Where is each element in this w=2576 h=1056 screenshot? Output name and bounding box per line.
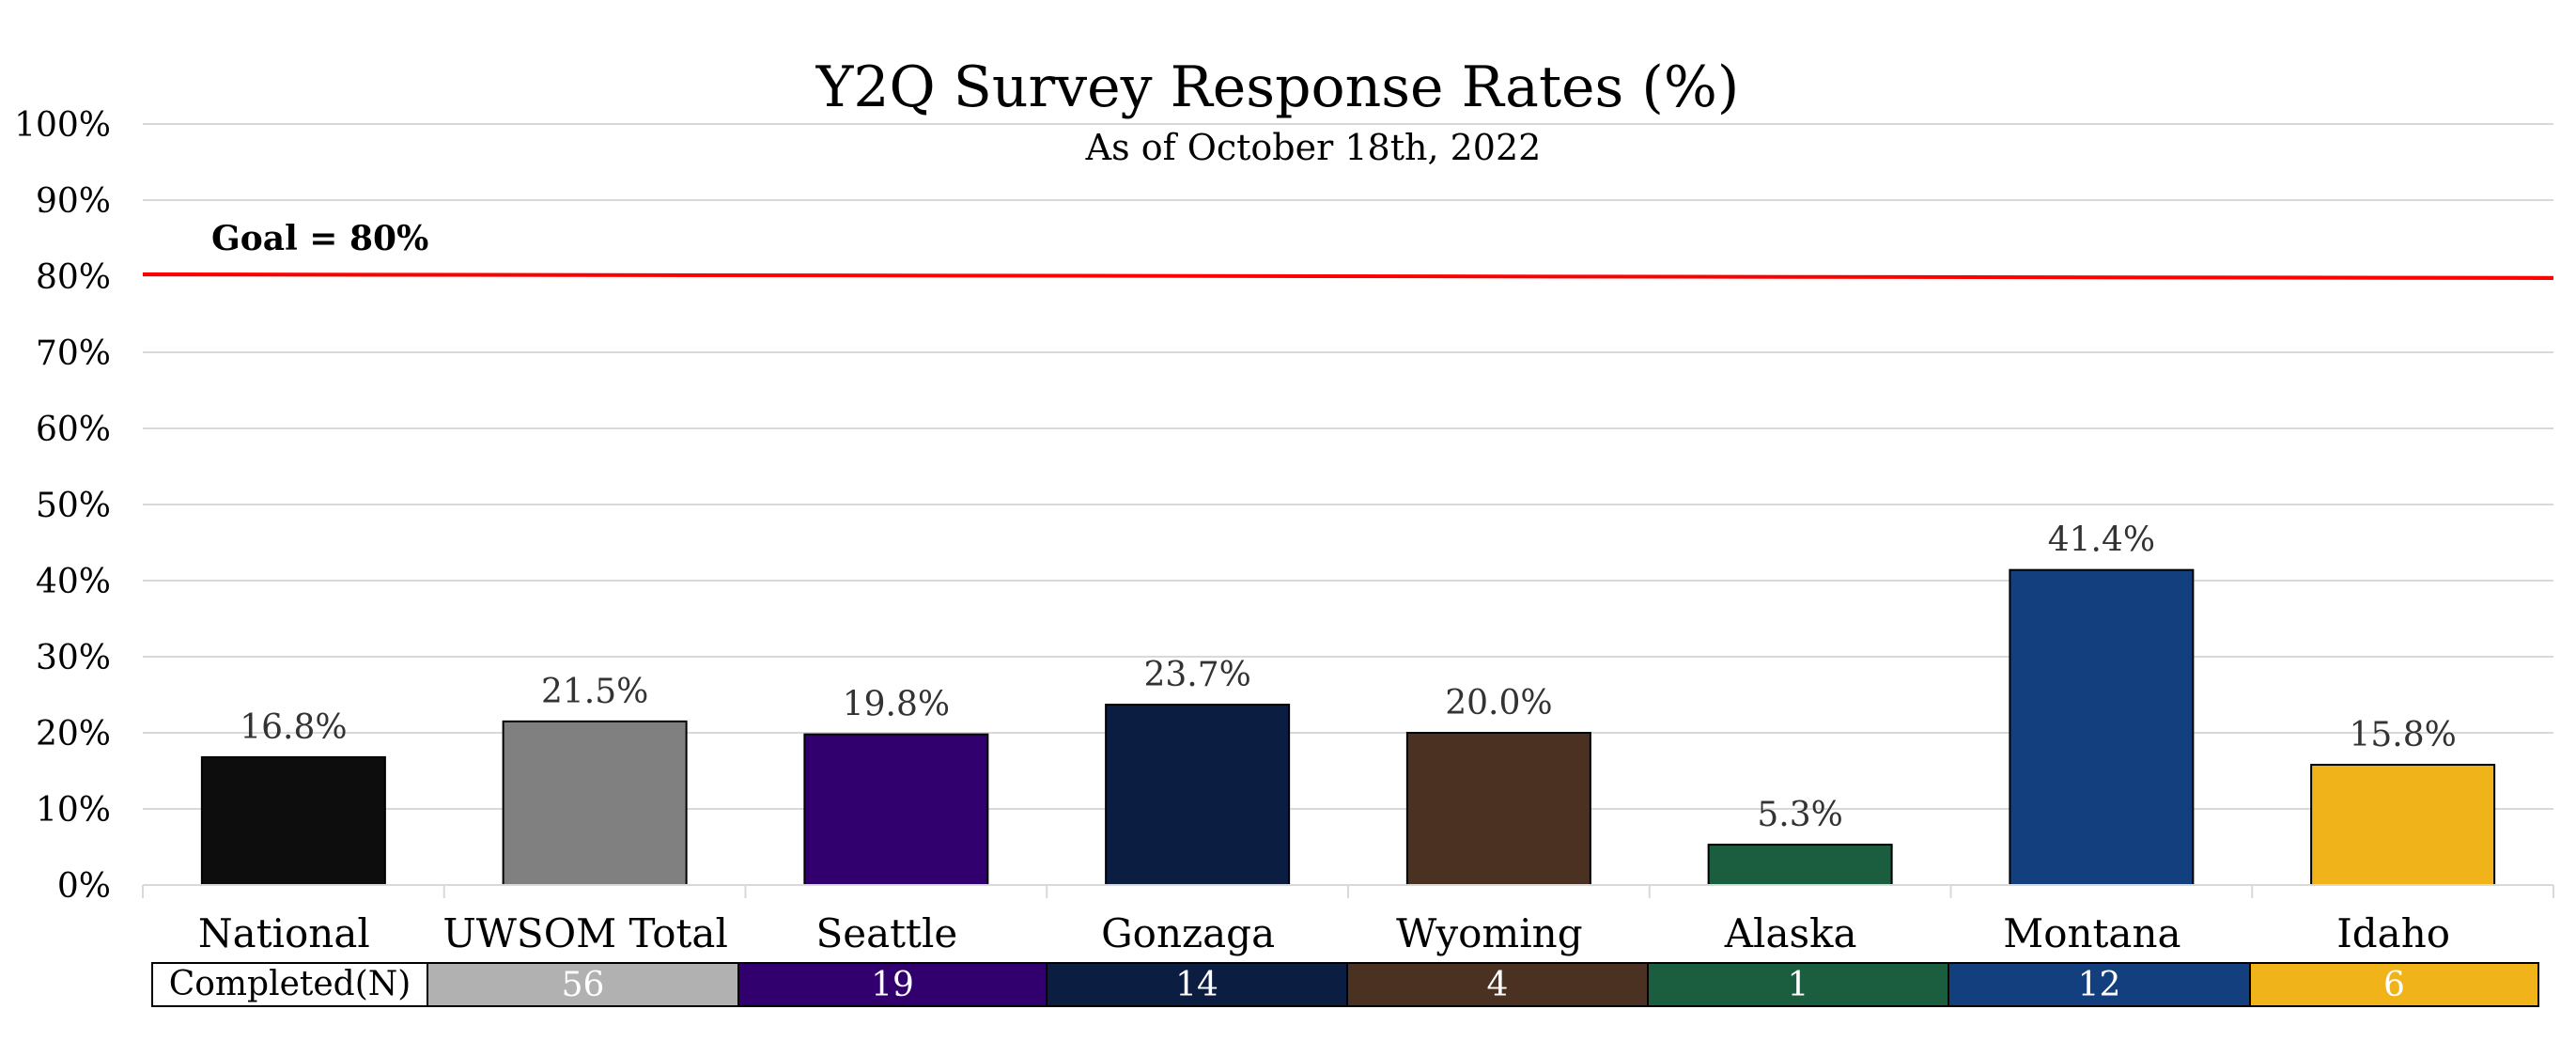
y-axis-tick-labels: 0% 10% 20% 30% 40% 50% 60% 70% 80% 90% 100%	[14, 106, 111, 906]
table-cell	[427, 962, 739, 1007]
bar-value-label: 15.8%	[2349, 716, 2456, 754]
bar	[2310, 764, 2496, 887]
y-tick-label: 70%	[36, 334, 111, 373]
y-tick-label: 10%	[36, 791, 111, 830]
completed-count: 14	[1175, 966, 1218, 1004]
bar	[502, 720, 688, 886]
bar-value-label: 20.0%	[1445, 684, 1552, 722]
bar-value-label: 21.5%	[541, 673, 648, 711]
category-label: Alaska	[1724, 910, 1857, 956]
bar-value-labels: 16.8% 21.5% 19.8% 23.7% 20.0% 5.3% 41.4% 15.8%	[240, 521, 2457, 834]
completed-count: 4	[1487, 966, 1509, 1004]
category-label: Idaho	[2336, 910, 2450, 956]
bar-value-label: 16.8%	[240, 708, 347, 747]
y-tick-label: 90%	[36, 182, 111, 221]
bar-value-label: 41.4%	[2048, 521, 2155, 560]
completed-table: Completed(N) 56 19 14 4 1 12 6	[151, 962, 2539, 1007]
bar	[200, 755, 386, 886]
bar-value-label: 5.3%	[1757, 796, 1842, 834]
y-tick-label: 0%	[57, 867, 111, 906]
category-label: Montana	[2003, 910, 2180, 956]
category-label: Gonzaga	[1101, 910, 1275, 956]
category-label: National	[198, 910, 370, 956]
chart-title: Y2Q Survey Response Rates (%)	[815, 54, 1740, 120]
completed-count: 1	[1788, 966, 1809, 1004]
y-tick-label: 40%	[36, 563, 111, 601]
y-tick-label: 20%	[36, 715, 111, 753]
bars	[200, 568, 2496, 887]
completed-count: 56	[562, 966, 605, 1004]
bar-value-label: 23.7%	[1143, 656, 1250, 694]
category-label: UWSOM Total	[442, 910, 728, 956]
bar	[1707, 844, 1893, 887]
chart-subtitle: As of October 18th, 2022	[1085, 127, 1542, 168]
completed-count: 12	[2078, 966, 2121, 1004]
x-axis-tick-marks	[142, 885, 2554, 898]
completed-count: 6	[2383, 966, 2405, 1004]
y-tick-label: 60%	[36, 411, 111, 449]
table-cell	[1948, 962, 2251, 1007]
goal-line	[142, 272, 2554, 280]
bar	[1405, 732, 1591, 886]
completed-count: 19	[871, 966, 914, 1004]
category-labels: National UWSOM Total Seattle Gonzaga Wyoming…	[198, 910, 2450, 956]
table-cell	[1046, 962, 1348, 1007]
bar	[803, 733, 989, 886]
y-tick-label: 100%	[14, 106, 111, 145]
goal-line-group: Goal = 80%	[142, 219, 2554, 280]
goal-label: Goal = 80%	[211, 219, 428, 258]
category-label: Seattle	[816, 910, 958, 956]
table-header-label: Completed(N)	[169, 965, 411, 1003]
y-tick-label: 30%	[36, 639, 111, 677]
category-label: Wyoming	[1396, 910, 1582, 956]
y-tick-label: 80%	[36, 258, 111, 297]
bar-value-label: 19.8%	[843, 686, 950, 724]
table-cell	[2249, 962, 2539, 1007]
y-tick-label: 50%	[36, 487, 111, 525]
bar	[1105, 704, 1291, 887]
table-cell	[1647, 962, 1949, 1007]
bar	[2009, 568, 2195, 886]
